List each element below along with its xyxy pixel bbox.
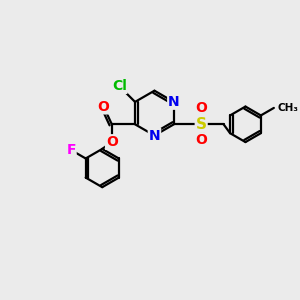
Text: O: O	[195, 133, 207, 147]
Text: O: O	[195, 101, 207, 116]
Text: N: N	[168, 95, 180, 109]
Text: O: O	[106, 135, 118, 149]
Text: Cl: Cl	[112, 79, 127, 93]
Text: F: F	[66, 143, 76, 157]
Text: O: O	[98, 100, 109, 113]
Text: CH₃: CH₃	[277, 103, 298, 113]
Text: S: S	[196, 117, 207, 132]
Text: N: N	[148, 128, 160, 142]
